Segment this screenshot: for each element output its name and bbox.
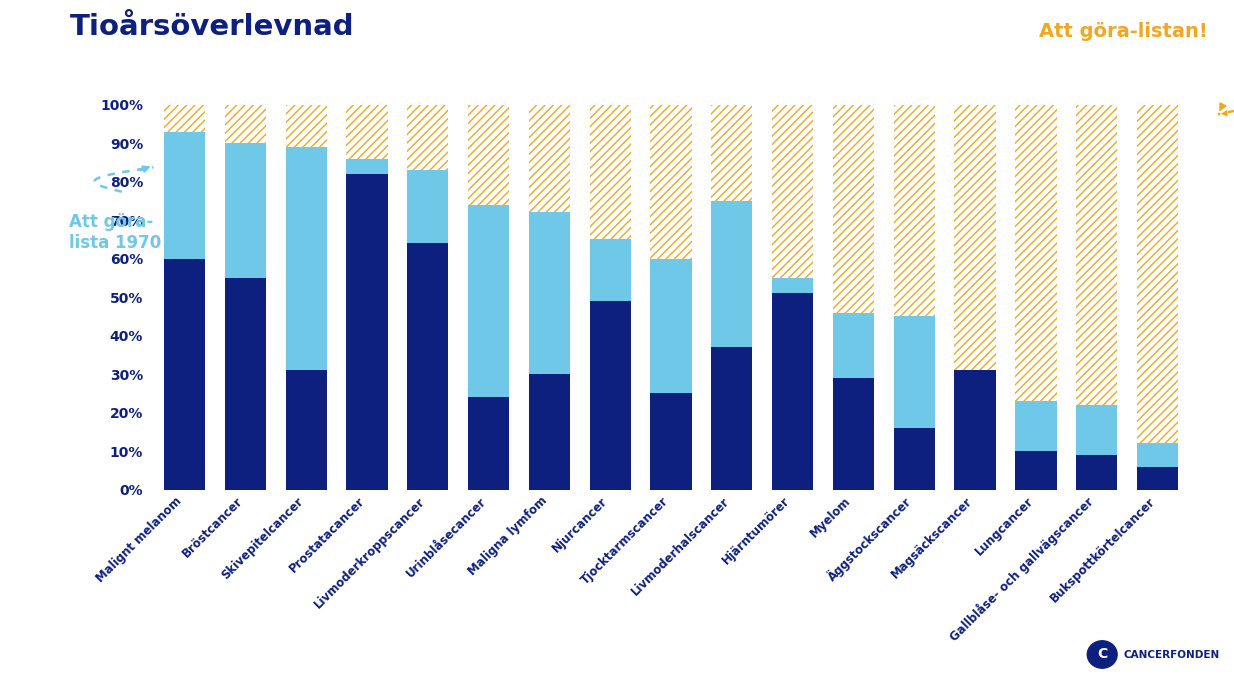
Bar [893,105,935,490]
Bar [711,105,753,490]
Bar [1137,466,1178,490]
Bar [407,243,448,490]
Bar [164,258,205,490]
Circle shape [1087,641,1117,668]
Bar [225,105,267,490]
Bar [772,105,813,490]
Text: Att göra-
lista 1970: Att göra- lista 1970 [69,213,162,252]
Bar [590,105,631,490]
Bar [285,147,327,490]
Bar [711,347,753,490]
Bar [772,293,813,490]
Bar [285,105,327,490]
Bar [1137,443,1178,490]
Bar [1076,405,1117,490]
Text: C: C [1097,647,1107,662]
Bar [650,258,692,490]
Bar [711,105,753,490]
Bar [833,313,874,490]
Bar [347,174,387,490]
Bar [468,105,510,490]
Bar [407,105,448,490]
Bar [285,371,327,490]
Bar [833,105,874,490]
Bar [590,239,631,490]
Bar [1137,105,1178,490]
Bar [164,132,205,490]
Bar [954,378,996,490]
Bar [347,105,387,490]
Bar [650,393,692,490]
Bar [893,316,935,490]
Bar [164,105,205,490]
Bar [650,105,692,490]
Bar [772,105,813,490]
Bar [164,105,205,490]
Bar [407,170,448,490]
Text: CANCERFONDEN: CANCERFONDEN [1124,649,1220,660]
Bar [893,105,935,490]
Bar [954,105,996,490]
Bar [1076,455,1117,490]
Bar [347,105,387,490]
Bar [468,205,510,490]
Bar [590,105,631,490]
Bar [772,278,813,490]
Text: Att göra-listan!: Att göra-listan! [1039,22,1207,41]
Bar [1076,105,1117,490]
Bar [833,378,874,490]
Bar [650,105,692,490]
Bar [590,301,631,490]
Bar [833,105,874,490]
Bar [954,105,996,490]
Bar [225,143,267,490]
Bar [225,105,267,490]
Bar [1016,105,1056,490]
Bar [1016,451,1056,490]
Bar [528,212,570,490]
Text: Tioårsöverlevnad: Tioårsöverlevnad [69,13,354,41]
Bar [528,105,570,490]
Bar [285,105,327,490]
Bar [468,397,510,490]
Bar [893,428,935,490]
Bar [1016,105,1056,490]
Bar [1076,105,1117,490]
Bar [528,374,570,490]
Bar [954,371,996,490]
Bar [407,105,448,490]
Bar [225,278,267,490]
Bar [1016,401,1056,490]
Bar [528,105,570,490]
Bar [711,201,753,490]
Bar [347,158,387,490]
Bar [468,105,510,490]
Bar [1137,105,1178,490]
